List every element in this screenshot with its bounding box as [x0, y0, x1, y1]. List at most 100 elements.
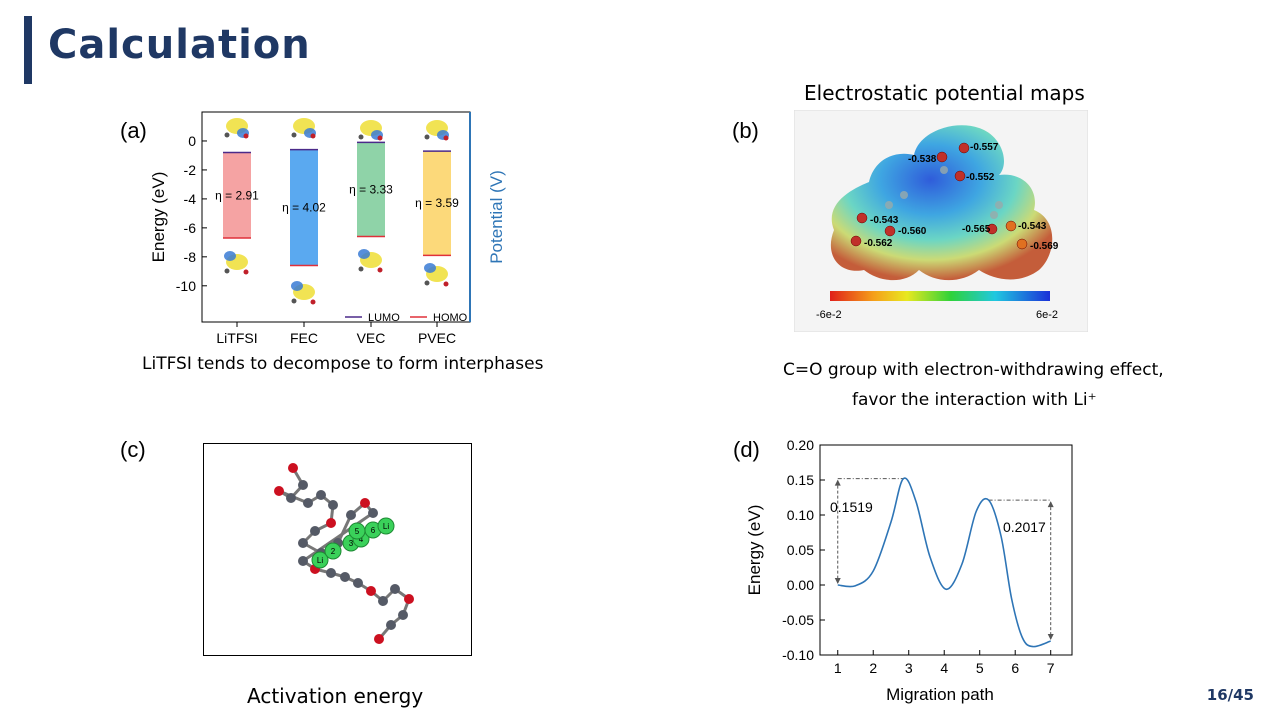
oxygen-atom-icon [274, 486, 284, 496]
panel-c-label: (c) [120, 437, 146, 462]
li-site-label: 5 [355, 527, 360, 536]
x-tick-label: 2 [869, 660, 877, 676]
bond [302, 511, 374, 563]
orbital-lobe-icon [291, 281, 303, 291]
category-label: PVEC [418, 330, 456, 346]
panel-d-chart: 0.20 0.15 0.10 0.05 0.00 -0.05 -0.10 1 2 3 4 5 6 7 0… [745, 437, 1073, 704]
li-site-icon [311, 551, 329, 569]
carbon-atom-icon [346, 510, 356, 520]
x-tick-label: 1 [834, 660, 842, 676]
orbital-lobe-icon [424, 263, 436, 273]
carbon-atom-icon [398, 610, 408, 620]
panel-c-caption: Activation energy [247, 684, 424, 708]
panel-d-frame [819, 444, 1073, 656]
oxygen-atom-icon [986, 223, 998, 235]
oxygen-atom-icon [360, 498, 370, 508]
atom-icon [243, 269, 249, 275]
carbon-atom-icon [900, 191, 908, 199]
panel-a-bars: η = 2.91 η = 4.02 η = 3.33 η = 3.59 [215, 141, 459, 267]
atom-icon [377, 135, 383, 141]
slide-title: Calculation [48, 22, 311, 68]
category-label: VEC [357, 330, 386, 346]
panel-d-x-label: Migration path [886, 685, 994, 704]
carbon-atom-icon [328, 500, 338, 510]
atom-icon [310, 299, 316, 305]
oxygen-atom-icon [954, 170, 966, 182]
carbon-atom-icon [990, 211, 998, 219]
li-site-icon [377, 517, 395, 535]
carbon-atom-icon [316, 490, 326, 500]
panel-b-label: (b) [732, 118, 759, 143]
li-site-label: 2 [331, 547, 336, 556]
y-tick-label: -8 [184, 249, 197, 265]
panel-a-label: (a) [120, 118, 147, 143]
carbon-atom-icon [386, 620, 396, 630]
arrowhead-icon [834, 479, 841, 486]
atom-icon [224, 132, 230, 138]
barrier-1-label: 0.1519 [830, 499, 873, 515]
panel-b-caption-line2: favor the interaction with Li⁺ [852, 390, 1097, 410]
atom-icon [443, 281, 449, 287]
li-site-label: Li [317, 556, 323, 565]
carbon-atom-icon [298, 556, 308, 566]
atom-icon [443, 135, 449, 141]
y-tick-label: -6 [184, 220, 197, 236]
gap-bar [290, 149, 318, 266]
migration-structure-image: Li 2 3 45 6 Li [203, 443, 472, 656]
category-label: LiTFSI [216, 330, 257, 346]
li-site-icon [324, 542, 342, 560]
esp-scale-min: -6e-2 [816, 309, 842, 321]
atom-icon [291, 132, 297, 138]
oxygen-atom-icon [326, 518, 336, 528]
x-tick-label: 3 [905, 660, 913, 676]
gap-bar [357, 142, 385, 237]
arrowhead-icon [834, 578, 841, 584]
x-tick-label: 7 [1047, 660, 1055, 676]
atom-icon [291, 298, 297, 304]
panel-d-label: (d) [733, 437, 760, 462]
y-tick-label: 0.05 [787, 542, 814, 558]
panel-d-y-ticks: 0.20 0.15 0.10 0.05 0.00 -0.05 -0.10 [782, 437, 825, 663]
oxygen-atom-icon [856, 212, 868, 224]
y-tick-label: -4 [184, 191, 197, 207]
y-tick-label: -2 [184, 162, 197, 178]
barrier-2-label: 0.2017 [1003, 519, 1046, 535]
charge-label: -0.557 [970, 142, 999, 153]
li-site-label: 3 [349, 539, 354, 548]
y-tick-label: 0.00 [787, 577, 814, 593]
panel-a-y-label: Energy (eV) [149, 172, 168, 263]
title-accent-bar [24, 16, 32, 84]
gap-label: η = 2.91 [215, 188, 259, 202]
li-site-label: 6 [371, 526, 376, 535]
oxygen-atom-icon [958, 142, 970, 154]
charge-label: -0.543 [1018, 221, 1047, 232]
carbon-atom-icon [298, 480, 308, 490]
carbon-atom-icon [298, 538, 308, 548]
carbon-atom-icon [303, 498, 313, 508]
atom-icon [358, 134, 364, 140]
gap-label: η = 3.33 [349, 182, 393, 196]
atom-icon [243, 133, 249, 139]
carbon-atom-icon [940, 166, 948, 174]
oxygen-atom-icon [884, 225, 896, 237]
charge-label: -0.562 [864, 238, 893, 249]
x-tick-label: 4 [940, 660, 948, 676]
x-tick-label: 5 [976, 660, 984, 676]
atom-icon [424, 280, 430, 286]
y-tick-label: 0.10 [787, 507, 814, 523]
charge-label: -0.565 [962, 224, 991, 235]
oxygen-atom-icon [366, 586, 376, 596]
panel-d-x-ticks: 1 2 3 4 5 6 7 [834, 650, 1055, 676]
charge-label: -0.560 [898, 226, 927, 237]
panel-a-caption: LiTFSI tends to decompose to form interp… [142, 354, 544, 374]
panel-d-annotation-guides [834, 478, 1054, 640]
structure-atoms: Li 2 3 45 6 Li [274, 463, 414, 644]
atom-icon [310, 133, 316, 139]
charge-label: -0.569 [1030, 241, 1059, 252]
carbon-atom-icon [390, 584, 400, 594]
carbon-atom-icon [286, 493, 296, 503]
energy-curve [837, 477, 1051, 648]
oxygen-atom-icon [404, 594, 414, 604]
y-tick-label: 0.15 [787, 472, 814, 488]
panel-a-y-ticks: 0 -2 -4 -6 -8 -10 [176, 133, 207, 294]
